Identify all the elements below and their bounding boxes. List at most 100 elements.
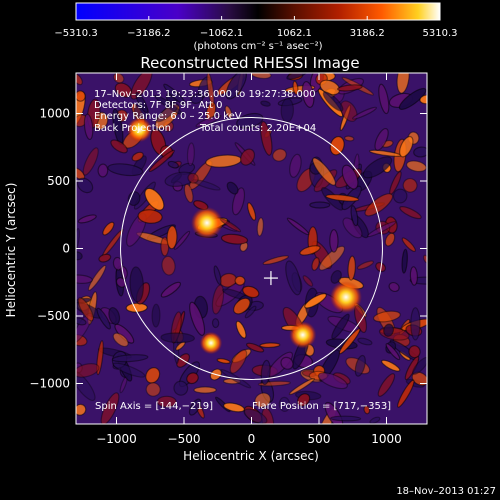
field-blob [422, 254, 427, 264]
field-blob [362, 156, 393, 179]
bright-source [199, 331, 223, 355]
field-blob [82, 147, 99, 176]
field-blob [259, 342, 281, 349]
field-blob [412, 356, 427, 375]
field-blob [83, 113, 94, 141]
field-blob [372, 310, 401, 323]
field-blob [296, 393, 311, 407]
x-tick-label: −1000 [96, 432, 137, 446]
info-detectors: Detectors: 7F 8F 9F, Att 0 [94, 100, 222, 111]
field-blob [280, 98, 295, 123]
field-blob [161, 255, 176, 276]
field-blob [76, 177, 94, 194]
field-blob [156, 395, 177, 408]
field-blob [193, 386, 217, 394]
field-blob [286, 217, 310, 236]
field-blob [77, 297, 94, 322]
field-blob [76, 228, 80, 251]
field-blob [195, 114, 222, 128]
field-blob [245, 342, 265, 353]
timestamp: 18–Nov–2013 01:27 [396, 486, 496, 497]
y-tick-label: −1000 [29, 377, 70, 391]
field-blob [145, 367, 161, 384]
field-blob [369, 416, 381, 424]
field-blob [220, 233, 249, 245]
colorbar-tick-label: 5310.3 [423, 28, 458, 39]
field-blob [292, 80, 299, 95]
x-tick-label: −500 [168, 432, 201, 446]
field-blob [224, 105, 233, 119]
colorbar-tick-label: 1062.1 [277, 28, 312, 39]
y-axis-ticks: −1000 −500 0 500 1000 [29, 107, 427, 391]
field-blob [87, 264, 107, 291]
field-blob [216, 358, 231, 364]
field-blob [129, 266, 144, 303]
field-blob [100, 392, 120, 424]
field-blob [254, 392, 272, 409]
colorbar-ticks [75, 16, 441, 20]
bright-source [289, 321, 317, 349]
field-blob [272, 148, 287, 162]
field-blob [399, 206, 422, 220]
field-blob [344, 135, 355, 142]
field-blob [111, 354, 149, 363]
field-blob [397, 379, 415, 408]
field-blob [76, 90, 86, 102]
field-blob [289, 153, 302, 178]
sun-center-marker [263, 271, 278, 286]
field-blob [388, 281, 400, 293]
field-blob [409, 276, 427, 285]
field-blob [77, 214, 97, 224]
info-panel: 17–Nov–2013 19:23:36.000 to 19:27:38.000… [94, 89, 316, 134]
field-blob [76, 370, 96, 401]
field-blob [76, 403, 87, 416]
field-blob [156, 103, 179, 123]
field-blob [374, 128, 389, 151]
field-blob [312, 157, 337, 186]
colorbar-tick-label: −3186.2 [127, 28, 170, 39]
field-blob [163, 83, 187, 106]
field-blob [363, 405, 371, 415]
field-blob [213, 265, 222, 285]
field-blob [137, 209, 163, 224]
field-blob [401, 237, 416, 253]
flare-position-label: Flare Position = [717,−353] [252, 401, 391, 412]
field-blob [76, 317, 87, 326]
field-blob [98, 253, 112, 263]
field-blob [301, 81, 315, 108]
field-blob [223, 402, 245, 413]
field-blob [211, 318, 220, 329]
field-blob [286, 73, 309, 80]
field-blob [409, 266, 419, 286]
field-blob [398, 87, 427, 110]
field-blob [186, 142, 195, 167]
field-blob [405, 160, 427, 173]
field-blob [364, 193, 394, 217]
field-blob [107, 163, 144, 177]
field-blob [408, 345, 421, 359]
colorbar [75, 2, 441, 21]
field-blob [239, 148, 256, 166]
field-blob [304, 293, 327, 309]
field-blob [187, 172, 199, 184]
field-blob [160, 236, 170, 257]
info-energy-range: Energy Range: 6.0 – 25.0 keV [94, 111, 242, 122]
field-blob [410, 307, 421, 341]
field-blob [341, 164, 359, 190]
info-time-range: 17–Nov–2013 19:23:36.000 to 19:27:38.000 [94, 89, 316, 100]
colorbar-tick-label: −5310.3 [54, 28, 97, 39]
field-blob [351, 106, 378, 120]
y-tick-label: 1000 [39, 107, 70, 121]
field-blob [167, 160, 179, 169]
bright-source [127, 117, 152, 143]
field-blob [97, 163, 109, 178]
field-blob [166, 225, 178, 250]
field-blob [127, 191, 141, 207]
field-blob [311, 257, 320, 271]
field-blob [189, 301, 206, 336]
field-blob [211, 284, 225, 315]
field-blob [260, 120, 273, 156]
field-blob [151, 303, 161, 328]
field-blob [399, 135, 414, 158]
